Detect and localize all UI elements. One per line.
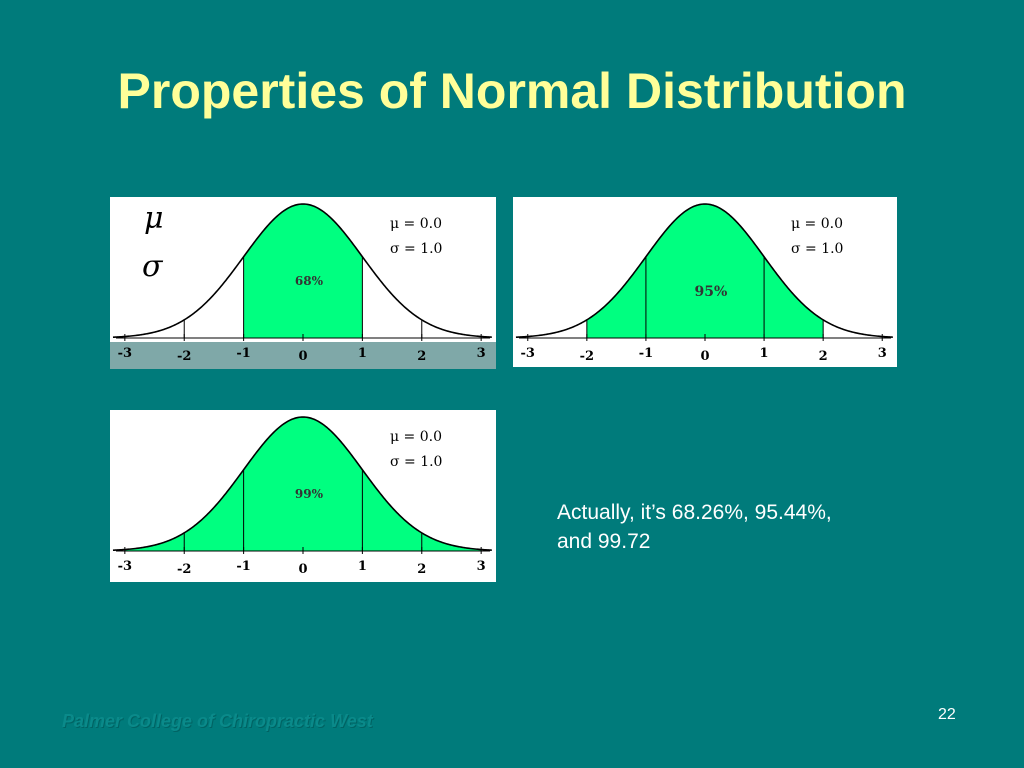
x-tick-label: 0 — [700, 349, 709, 364]
x-tick-label: -2 — [177, 349, 191, 364]
shaded-area — [243, 204, 363, 338]
shaded-percent-label: 68% — [295, 274, 324, 288]
shaded-area — [586, 204, 824, 338]
normal-curve-chart-68: -3 -2 -1 0 1 2 3 μ = 0.0 σ = 1.0 68% — [110, 203, 496, 369]
x-tick-label: -3 — [118, 346, 132, 361]
x-tick-label: 3 — [477, 559, 486, 574]
x-tick-label: 2 — [417, 562, 426, 577]
normal-curve-chart-99: -3 -2 -1 0 1 2 3 μ = 0.0 σ = 1.0 99% — [112, 416, 492, 577]
x-tick-label: 0 — [298, 562, 307, 577]
x-tick-label: -3 — [521, 346, 535, 361]
normal-curve — [112, 203, 492, 338]
x-tick-label: 1 — [358, 346, 367, 361]
shaded-area — [124, 417, 482, 551]
x-tick-label: 3 — [477, 346, 486, 361]
axis-band — [110, 342, 496, 369]
shaded-percent-label: 95% — [695, 284, 728, 300]
x-tick-label: -1 — [236, 346, 250, 361]
legend-sigma: σ = 1.0 — [390, 241, 442, 257]
x-tick-label: 1 — [760, 346, 769, 361]
legend-sigma: σ = 1.0 — [390, 454, 442, 470]
x-tick-label: 0 — [298, 349, 307, 364]
chart-panel-99: -3 -2 -1 0 1 2 3 μ = 0.0 σ = 1.0 99% — [110, 410, 496, 582]
mu-symbol: μ — [144, 201, 164, 236]
shaded-percent-label: 99% — [295, 487, 324, 501]
sigma-symbol: σ — [142, 249, 163, 284]
x-tick-label: -3 — [118, 559, 132, 574]
chart-panel-95: -3 -2 -1 0 1 2 3 μ = 0.0 σ = 1.0 95% — [513, 197, 897, 367]
x-tick-label: 2 — [819, 349, 828, 364]
slide-title: Properties of Normal Distribution — [117, 63, 907, 119]
x-tick-label: 2 — [417, 349, 426, 364]
legend-mu: μ = 0.0 — [791, 216, 843, 232]
x-tick-label: -2 — [177, 562, 191, 577]
x-tick-label: -1 — [236, 559, 250, 574]
x-tick-label: -1 — [639, 346, 653, 361]
page-number: 22 — [938, 706, 956, 723]
chart-panel-68: -3 -2 -1 0 1 2 3 μ = 0.0 σ = 1.0 68% μ σ — [110, 197, 496, 369]
legend-sigma: σ = 1.0 — [791, 241, 843, 257]
normal-curve — [112, 416, 492, 551]
legend-mu: μ = 0.0 — [390, 429, 442, 445]
normal-curve — [515, 203, 893, 338]
note-text: Actually, it’s 68.26%, 95.44%, and 99.72 — [557, 501, 832, 553]
x-tick-label: -2 — [580, 349, 594, 364]
normal-curve-chart-95: -3 -2 -1 0 1 2 3 μ = 0.0 σ = 1.0 95% — [515, 203, 893, 364]
legend-mu: μ = 0.0 — [390, 216, 442, 232]
footer-text: Palmer College of Chiropractic West — [62, 711, 373, 731]
x-tick-label: 1 — [358, 559, 367, 574]
x-tick-label: 3 — [878, 346, 887, 361]
